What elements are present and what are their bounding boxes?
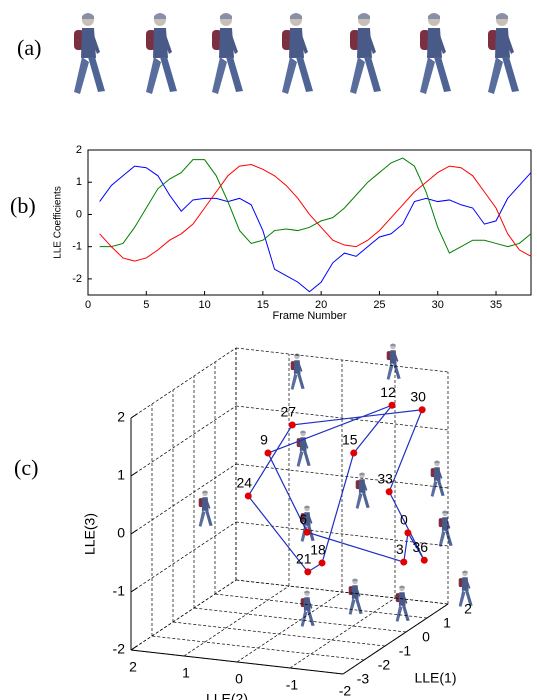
x-tick-label: -3 — [357, 671, 370, 687]
y-tick-label: 1 — [182, 665, 190, 681]
z-tick-label: 0 — [117, 525, 125, 541]
y-tick-label: -2 — [72, 273, 82, 285]
z-tick — [130, 645, 138, 651]
y-tick-label: -2 — [339, 683, 352, 699]
z-tick — [130, 471, 138, 477]
frame-point — [418, 406, 426, 414]
grid-line — [235, 463, 449, 489]
x-tick-label: 2 — [464, 601, 472, 617]
point-label: 3 — [396, 541, 404, 557]
frame-point — [404, 529, 412, 537]
y-tick-label: 0 — [76, 208, 82, 220]
grid-line — [130, 521, 237, 593]
frame-point — [288, 421, 296, 429]
point-label: 27 — [280, 404, 296, 420]
frame-point — [318, 559, 326, 567]
x-tick-label: 25 — [373, 299, 385, 311]
grid-line — [130, 405, 237, 477]
z-tick-label: -2 — [113, 641, 126, 657]
x-tick-label: 0 — [85, 299, 91, 311]
x-tick-label: 0 — [422, 629, 430, 645]
point-label: 36 — [412, 539, 428, 555]
frame-point — [303, 528, 311, 536]
grid-line — [236, 591, 343, 663]
point-label: 33 — [377, 470, 393, 486]
x-tick-label: 10 — [198, 299, 210, 311]
axis-line — [342, 603, 449, 675]
x-tick-label: 35 — [490, 299, 502, 311]
panel-label: (a) — [17, 35, 41, 60]
x-tick-label: 20 — [315, 299, 327, 311]
point-label: 21 — [296, 551, 312, 567]
x-tick-label: 5 — [143, 299, 149, 311]
x-axis-label: Frame Number — [273, 310, 347, 322]
x-axis-label: LLE(1) — [414, 670, 456, 686]
plot-frame — [87, 149, 532, 296]
panel-label: (b) — [10, 193, 36, 218]
panel-label: (c) — [14, 455, 38, 480]
trajectory — [247, 403, 425, 573]
point-label: 24 — [236, 475, 252, 491]
y-tick-label: 1 — [76, 176, 82, 188]
point-label: 18 — [310, 542, 326, 558]
frame-point — [244, 492, 252, 500]
point-label: 30 — [410, 388, 426, 404]
grid-line — [130, 463, 237, 535]
axis-line — [130, 649, 344, 675]
y-tick-label: 0 — [235, 671, 243, 687]
y-tick-label: 2 — [76, 144, 82, 156]
point-label: 9 — [260, 432, 268, 448]
y-axis-label: LLE Coefficients — [53, 186, 64, 259]
grid-line — [235, 579, 449, 605]
grid-line — [130, 579, 237, 651]
frame-point — [264, 449, 272, 457]
point-label: 0 — [400, 512, 408, 528]
frame-point — [304, 568, 312, 576]
grid-line — [289, 597, 396, 669]
grid-line — [130, 347, 237, 419]
point-label: 12 — [380, 384, 396, 400]
z-tick — [130, 413, 138, 419]
z-tick-label: 1 — [117, 467, 125, 483]
frame-point — [350, 449, 358, 457]
y-tick-label: -1 — [286, 677, 299, 693]
z-tick — [130, 587, 138, 593]
z-tick-label: 2 — [117, 409, 125, 425]
frame-point — [420, 556, 428, 564]
frame-point — [388, 401, 396, 409]
grid-line — [235, 347, 449, 373]
x-tick-label: 15 — [257, 299, 269, 311]
grid-line — [183, 585, 290, 657]
series-line — [99, 165, 532, 293]
grid-line — [235, 405, 449, 431]
z-axis-label: LLE(3) — [82, 513, 98, 555]
x-tick-label: -2 — [378, 657, 391, 673]
frame-point — [400, 558, 408, 566]
x-tick-label: 1 — [443, 615, 451, 631]
series-line — [99, 157, 532, 254]
y-tick-label: 2 — [129, 659, 137, 675]
x-tick-label: -1 — [399, 643, 412, 659]
point-label: 6 — [299, 511, 307, 527]
x-tick-label: 30 — [432, 299, 444, 311]
z-tick-label: -1 — [113, 583, 126, 599]
walking-sequence — [74, 13, 519, 94]
point-label: 15 — [342, 432, 358, 448]
series-line — [99, 163, 532, 262]
z-tick — [130, 529, 138, 535]
y-tick-label: -1 — [72, 241, 82, 253]
frame-point — [385, 488, 393, 496]
y-axis-label: LLE(2) — [206, 691, 248, 700]
